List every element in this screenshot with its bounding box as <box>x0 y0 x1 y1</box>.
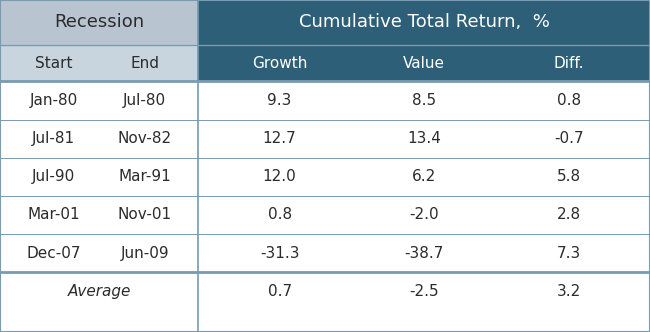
Bar <box>0 81 650 120</box>
Text: Cumulative Total Return,  %: Cumulative Total Return, % <box>299 13 549 32</box>
Text: Nov-01: Nov-01 <box>118 208 172 222</box>
Text: Diff.: Diff. <box>553 55 584 71</box>
Text: Average: Average <box>68 284 131 299</box>
Text: Value: Value <box>403 55 445 71</box>
Text: 12.0: 12.0 <box>263 169 296 184</box>
Text: 0.8: 0.8 <box>556 93 580 108</box>
Text: Jul-80: Jul-80 <box>123 93 166 108</box>
Bar <box>198 45 650 81</box>
Text: 0.8: 0.8 <box>268 208 292 222</box>
Text: Mar-91: Mar-91 <box>118 169 171 184</box>
Bar <box>0 272 650 310</box>
Text: 6.2: 6.2 <box>412 169 436 184</box>
Text: Jun-09: Jun-09 <box>120 246 169 261</box>
Text: End: End <box>130 55 159 71</box>
Text: 0.7: 0.7 <box>268 284 292 299</box>
Bar <box>198 0 650 45</box>
Text: Growth: Growth <box>252 55 307 71</box>
Text: 9.3: 9.3 <box>267 93 292 108</box>
Text: -0.7: -0.7 <box>554 131 584 146</box>
Bar <box>0 158 650 196</box>
Text: 3.2: 3.2 <box>556 284 581 299</box>
Text: Jul-81: Jul-81 <box>32 131 75 146</box>
Text: Start: Start <box>35 55 72 71</box>
Text: Jul-90: Jul-90 <box>32 169 75 184</box>
Text: -2.5: -2.5 <box>410 284 439 299</box>
Text: -2.0: -2.0 <box>410 208 439 222</box>
Bar <box>0 196 650 234</box>
Text: -31.3: -31.3 <box>260 246 299 261</box>
Text: 8.5: 8.5 <box>412 93 436 108</box>
Bar <box>0 0 198 45</box>
Text: 2.8: 2.8 <box>556 208 580 222</box>
Text: Mar-01: Mar-01 <box>27 208 80 222</box>
Text: 12.7: 12.7 <box>263 131 296 146</box>
Text: 5.8: 5.8 <box>556 169 580 184</box>
Text: Nov-82: Nov-82 <box>118 131 172 146</box>
Bar <box>0 234 650 272</box>
Bar <box>0 120 650 158</box>
Text: Recession: Recession <box>54 13 144 32</box>
Bar <box>0 45 198 81</box>
Text: 7.3: 7.3 <box>556 246 581 261</box>
Text: 13.4: 13.4 <box>407 131 441 146</box>
Text: Dec-07: Dec-07 <box>26 246 81 261</box>
Text: Jan-80: Jan-80 <box>29 93 77 108</box>
Text: -38.7: -38.7 <box>404 246 444 261</box>
